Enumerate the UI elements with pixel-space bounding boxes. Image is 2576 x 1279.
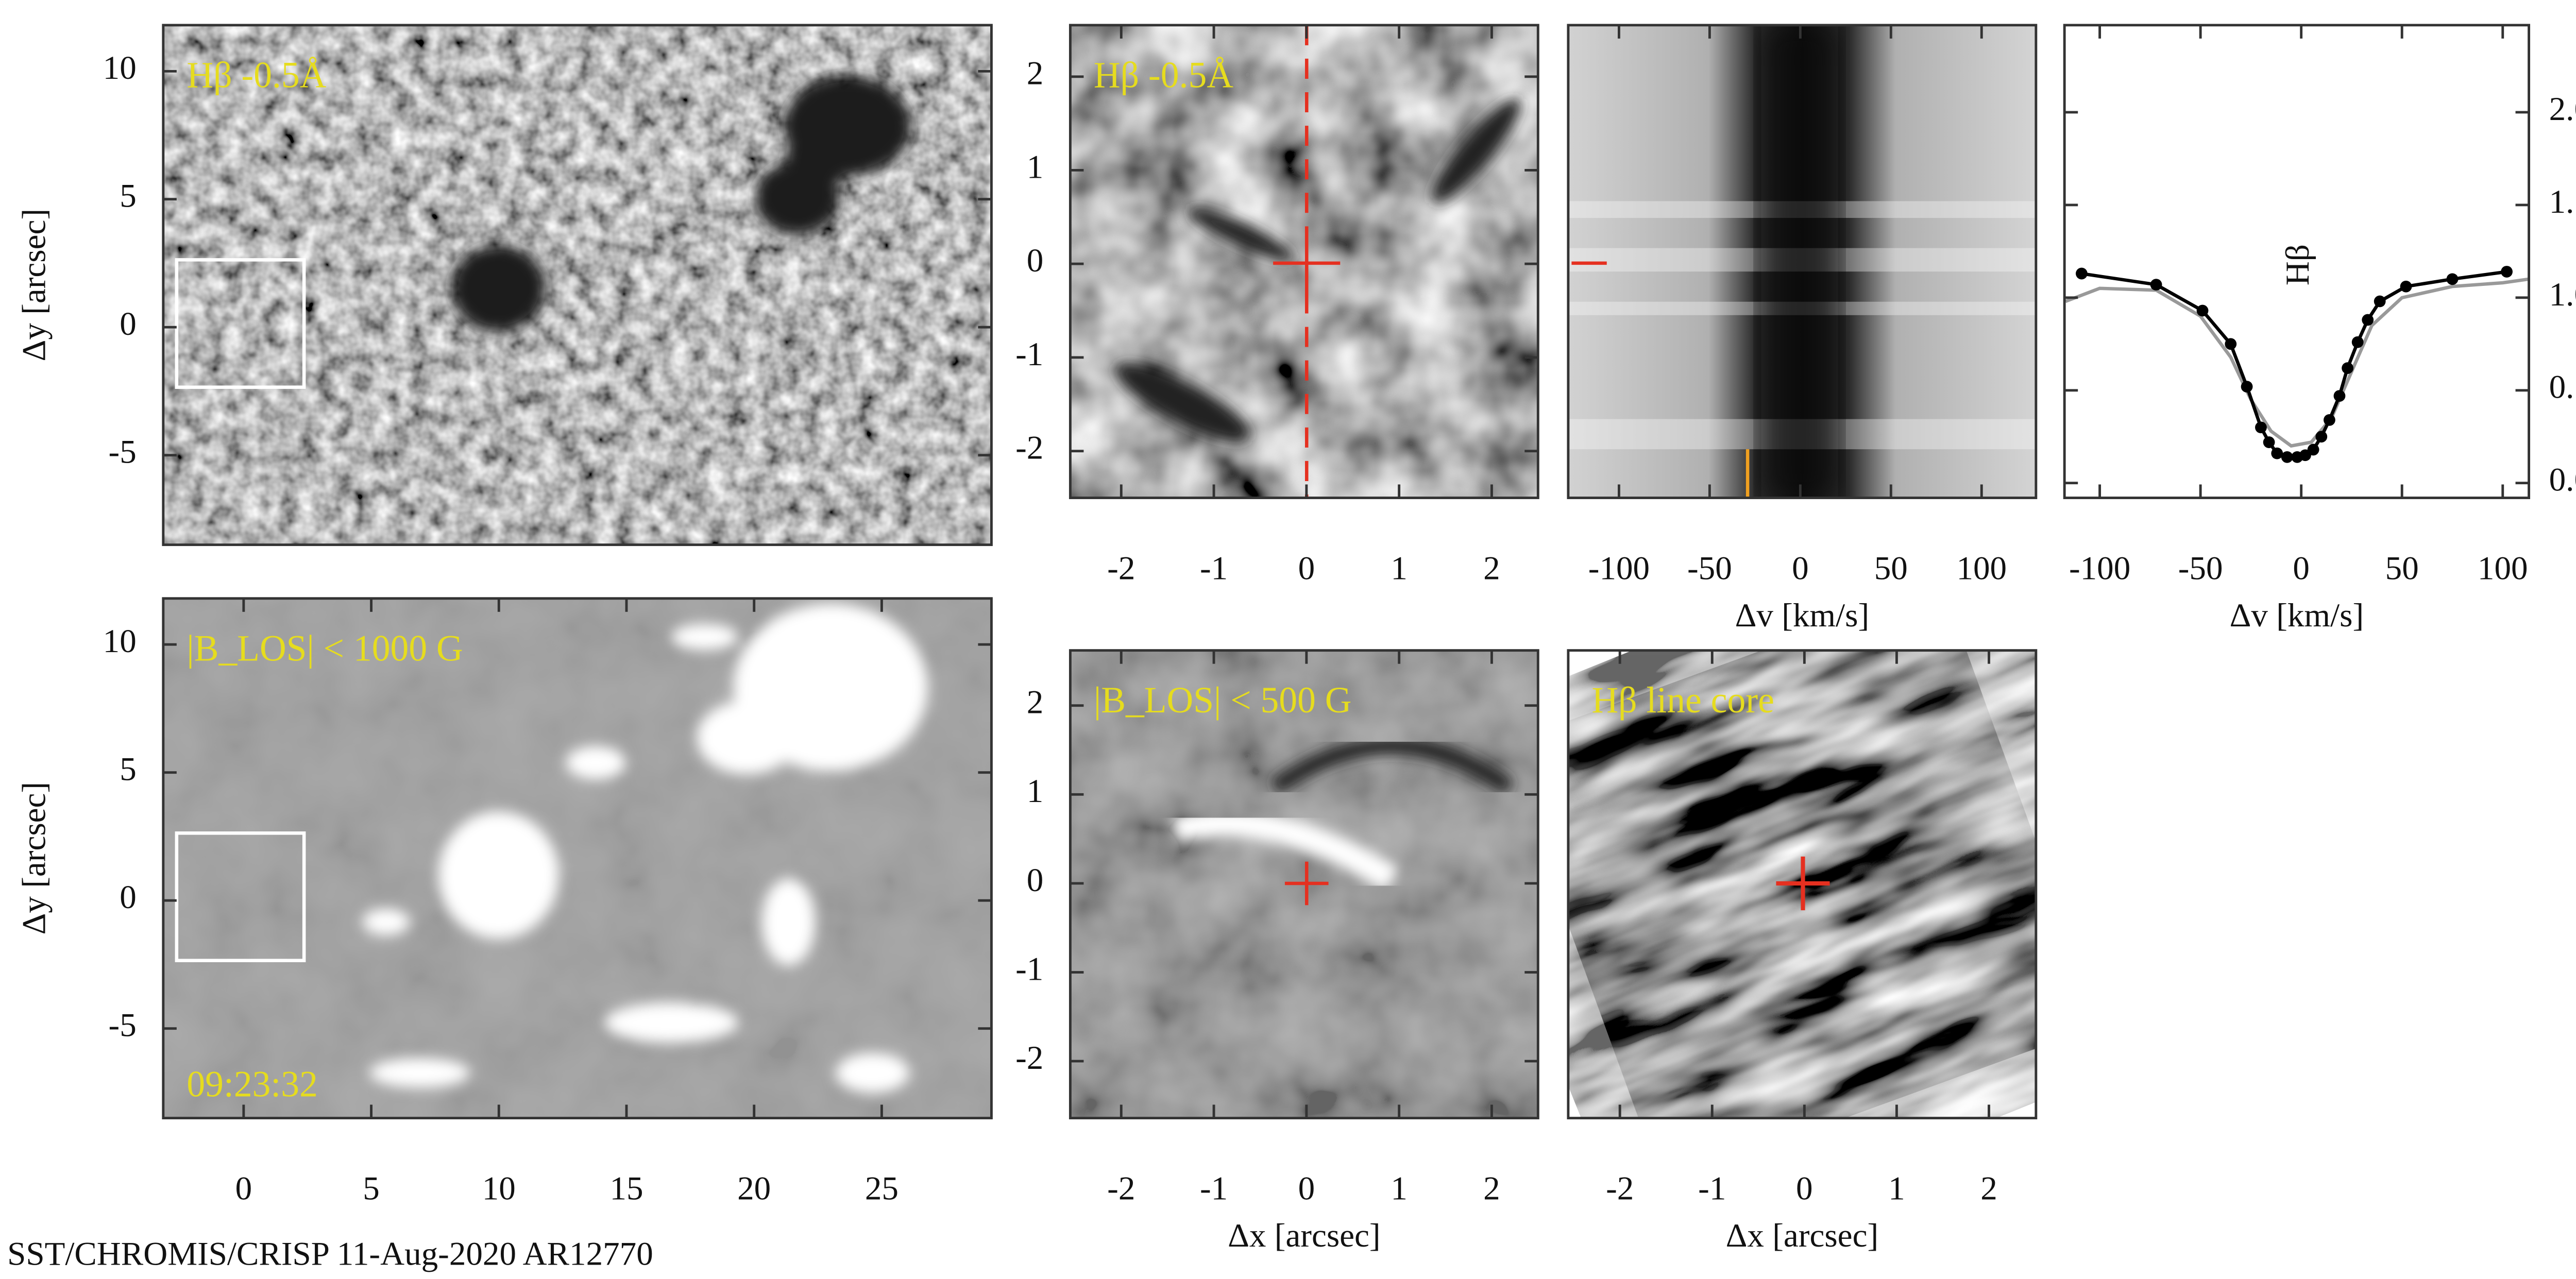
y-tick-label: -1 bbox=[1015, 336, 1043, 373]
profile-point bbox=[2263, 436, 2275, 448]
y-tick-label: 0 bbox=[1027, 242, 1044, 279]
x-tick-label: 0 bbox=[2293, 550, 2310, 587]
x-tick-label: 25 bbox=[865, 1170, 899, 1207]
panel-timestamp: 09:23:32 bbox=[187, 1064, 318, 1104]
y-tick-label: 10 bbox=[103, 623, 137, 660]
profile-point bbox=[2271, 448, 2283, 459]
y-tick-label: 10 bbox=[103, 49, 137, 87]
x-tick-label: 20 bbox=[737, 1170, 771, 1207]
x-tick-label: -1 bbox=[1200, 550, 1228, 587]
figure: SST/CHROMIS/CRISP 11-Aug-2020 AR12770 -5… bbox=[0, 0, 2576, 1279]
profile-point bbox=[2362, 314, 2374, 326]
profile-point bbox=[2076, 268, 2088, 280]
x-tick-label: 0 bbox=[1298, 1170, 1315, 1207]
x-tick-label: 2 bbox=[1483, 550, 1500, 587]
y-axis-label: Δy [arcsec] bbox=[16, 209, 53, 362]
profile-point bbox=[2225, 338, 2236, 350]
x-tick-label: 15 bbox=[609, 1170, 643, 1207]
profile-point bbox=[2315, 431, 2327, 442]
x-tick-label: 2 bbox=[1483, 1170, 1500, 1207]
panel-annotation: Hβ line core bbox=[1591, 680, 1774, 721]
x-tick-label: 1 bbox=[1888, 1170, 1905, 1207]
y-tick-label: 1 bbox=[1027, 773, 1044, 810]
x-tick-label: 100 bbox=[2478, 550, 2528, 587]
y-tick-label: 2 bbox=[1027, 684, 1044, 721]
x-tick-label: 0 bbox=[1298, 550, 1315, 587]
profile-point bbox=[2324, 414, 2335, 426]
x-tick-label: -100 bbox=[2069, 550, 2130, 587]
profile-point bbox=[2241, 381, 2253, 393]
x-tick-label: 100 bbox=[1956, 550, 2007, 587]
profile-point bbox=[2255, 421, 2267, 433]
panel-annotation: Hβ -0.5Å bbox=[187, 55, 326, 95]
x-tick-label: -1 bbox=[1200, 1170, 1228, 1207]
x-axis-label: Δx [arcsec] bbox=[1726, 1217, 1879, 1254]
profile-point bbox=[2447, 273, 2459, 285]
panel-annotation: Hβ -0.5Å bbox=[1094, 55, 1233, 95]
x-tick-label: 5 bbox=[363, 1170, 380, 1207]
profile-point bbox=[2400, 281, 2412, 293]
x-tick-label: -2 bbox=[1606, 1170, 1634, 1207]
y-tick-label: 2.0 bbox=[2549, 91, 2576, 128]
x-tick-label: -50 bbox=[1687, 550, 1732, 587]
y-tick-label: 5 bbox=[120, 178, 137, 215]
x-tick-label: -2 bbox=[1107, 550, 1135, 587]
y-tick-label: -2 bbox=[1015, 1039, 1043, 1077]
y-tick-label: 0 bbox=[120, 879, 137, 916]
x-tick-label: -100 bbox=[1588, 550, 1650, 587]
image-spectrum bbox=[1568, 25, 2036, 498]
x-tick-label: 1 bbox=[1391, 1170, 1408, 1207]
profile-point bbox=[2501, 266, 2513, 278]
y-tick-label: 5 bbox=[120, 751, 137, 788]
profile-point bbox=[2352, 336, 2364, 348]
y-tick-label: 1.0 bbox=[2549, 276, 2576, 313]
x-tick-label: 50 bbox=[1874, 550, 1908, 587]
profile-point bbox=[2281, 451, 2293, 463]
x-tick-label: 1 bbox=[1391, 550, 1408, 587]
x-tick-label: 50 bbox=[2385, 550, 2419, 587]
line-annotation: Hβ bbox=[2279, 244, 2316, 285]
y-tick-label: -5 bbox=[109, 434, 137, 471]
y-tick-label: 0.0 bbox=[2549, 462, 2576, 499]
x-axis-label: Δx [arcsec] bbox=[1228, 1217, 1381, 1254]
y-tick-label: 0 bbox=[120, 305, 137, 343]
page: SST/CHROMIS/CRISP 11-Aug-2020 AR12770 -5… bbox=[0, 0, 2576, 1279]
footer: SST/CHROMIS/CRISP 11-Aug-2020 AR12770 bbox=[7, 1236, 653, 1273]
x-axis-label: Δv [km/s] bbox=[2230, 597, 2364, 634]
y-tick-label: 1 bbox=[1027, 148, 1044, 185]
x-tick-label: 0 bbox=[1792, 550, 1809, 587]
y-tick-label: 1.5 bbox=[2549, 183, 2576, 220]
image-halpha-zoom bbox=[1070, 25, 1538, 498]
panel-annotation: |B_LOS| < 1000 G bbox=[187, 628, 463, 669]
y-tick-label: 0.5 bbox=[2549, 369, 2576, 406]
x-axis-label: Δv [km/s] bbox=[1735, 597, 1870, 634]
x-tick-label: 0 bbox=[1796, 1170, 1813, 1207]
x-tick-label: 10 bbox=[482, 1170, 516, 1207]
panel-annotation: |B_LOS| < 500 G bbox=[1094, 680, 1352, 721]
image-halpha-wing bbox=[163, 25, 992, 545]
profile-point bbox=[2334, 390, 2346, 402]
profile-point bbox=[2342, 362, 2353, 374]
profile-point bbox=[2197, 305, 2209, 317]
y-axis-label: Δy [arcsec] bbox=[16, 782, 53, 935]
y-tick-label: -1 bbox=[1015, 950, 1043, 987]
x-tick-label: 2 bbox=[1980, 1170, 1997, 1207]
profile-point bbox=[2374, 296, 2386, 308]
x-tick-label: 0 bbox=[235, 1170, 252, 1207]
profile-point bbox=[2150, 279, 2162, 291]
x-tick-label: -2 bbox=[1107, 1170, 1135, 1207]
image-magnetogram-wide bbox=[163, 599, 992, 1118]
y-tick-label: -5 bbox=[109, 1007, 137, 1044]
y-tick-label: 2 bbox=[1027, 55, 1044, 92]
x-tick-label: -1 bbox=[1698, 1170, 1726, 1207]
y-tick-label: 0 bbox=[1027, 862, 1044, 899]
y-tick-label: -2 bbox=[1015, 430, 1043, 467]
profile-point bbox=[2308, 444, 2319, 456]
x-tick-label: -50 bbox=[2178, 550, 2223, 587]
